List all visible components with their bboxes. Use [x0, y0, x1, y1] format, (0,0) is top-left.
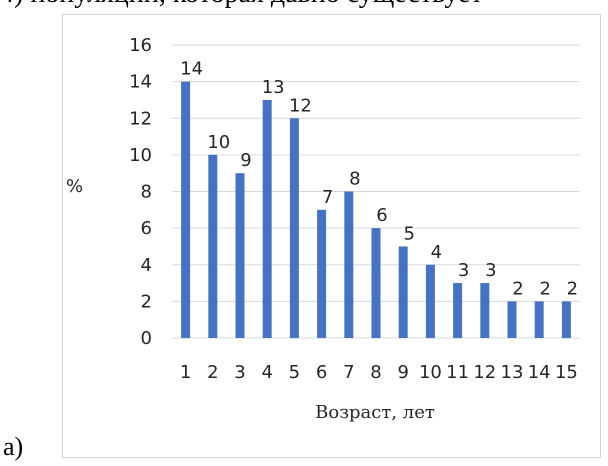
bar	[262, 99, 272, 338]
data-label: 14	[180, 59, 203, 80]
panel-label: а)	[3, 432, 24, 461]
y-axis-label: %	[66, 176, 83, 197]
x-tick-label: 1	[180, 362, 191, 383]
y-tick-label: 6	[141, 218, 152, 239]
y-tick-label: 8	[141, 182, 152, 203]
bar	[561, 301, 571, 338]
x-tick-label: 9	[397, 362, 408, 383]
x-tick-labels: 1 2 3 4 5 6 7 8 9 10 11 12 13 14 15	[180, 362, 578, 383]
x-tick-label: 11	[446, 362, 469, 383]
data-label: 2	[567, 278, 578, 299]
y-tick-label: 14	[129, 72, 152, 93]
data-label: 13	[262, 77, 285, 98]
x-tick-label: 13	[501, 362, 524, 383]
x-axis-title: Возраст, лет	[315, 402, 435, 423]
bar	[235, 173, 245, 338]
x-tick-label: 5	[289, 362, 300, 383]
chart-frame	[62, 14, 601, 458]
x-tick-label: 15	[555, 362, 578, 383]
bar	[344, 191, 354, 338]
y-tick-label: 10	[129, 145, 152, 166]
bar	[208, 154, 218, 338]
y-tick-label: 4	[141, 255, 152, 276]
bar	[534, 301, 544, 338]
x-tick-label: 6	[316, 362, 327, 383]
bar	[371, 228, 381, 338]
x-tick-label: 8	[370, 362, 381, 383]
x-tick-label: 12	[473, 362, 496, 383]
y-tick-label: 0	[141, 328, 152, 349]
bar	[480, 283, 490, 338]
x-tick-label: 7	[343, 362, 354, 383]
bars	[181, 81, 571, 338]
data-label: 3	[485, 260, 496, 281]
bar	[453, 283, 463, 338]
x-tick-label: 3	[234, 362, 245, 383]
data-label: 2	[512, 278, 523, 299]
data-label: 6	[376, 205, 387, 226]
data-label: 2	[539, 278, 550, 299]
y-tick-label: 16	[129, 35, 152, 56]
data-label: 12	[289, 95, 312, 116]
bar	[425, 264, 435, 338]
x-tick-label: 14	[528, 362, 551, 383]
data-label: 10	[207, 132, 230, 153]
data-label: 4	[431, 242, 442, 263]
x-tick-label: 10	[419, 362, 442, 383]
top-text-fragment: 4) популяций, которая давно существует	[0, 0, 608, 18]
data-label: 5	[403, 223, 414, 244]
bar	[289, 118, 299, 338]
data-label: 9	[240, 150, 251, 171]
bar	[317, 209, 327, 338]
y-tick-label: 12	[129, 108, 152, 129]
x-tick-label: 4	[261, 362, 272, 383]
data-label: 8	[349, 169, 360, 190]
data-label: 3	[458, 260, 469, 281]
y-tick-labels: 0 2 4 6 8 10 12 14 16	[129, 35, 152, 349]
y-tick-label: 2	[141, 291, 152, 312]
data-label: 7	[322, 187, 333, 208]
bar	[507, 301, 517, 338]
bar	[181, 81, 191, 338]
bar	[398, 246, 408, 338]
x-tick-label: 2	[207, 362, 218, 383]
